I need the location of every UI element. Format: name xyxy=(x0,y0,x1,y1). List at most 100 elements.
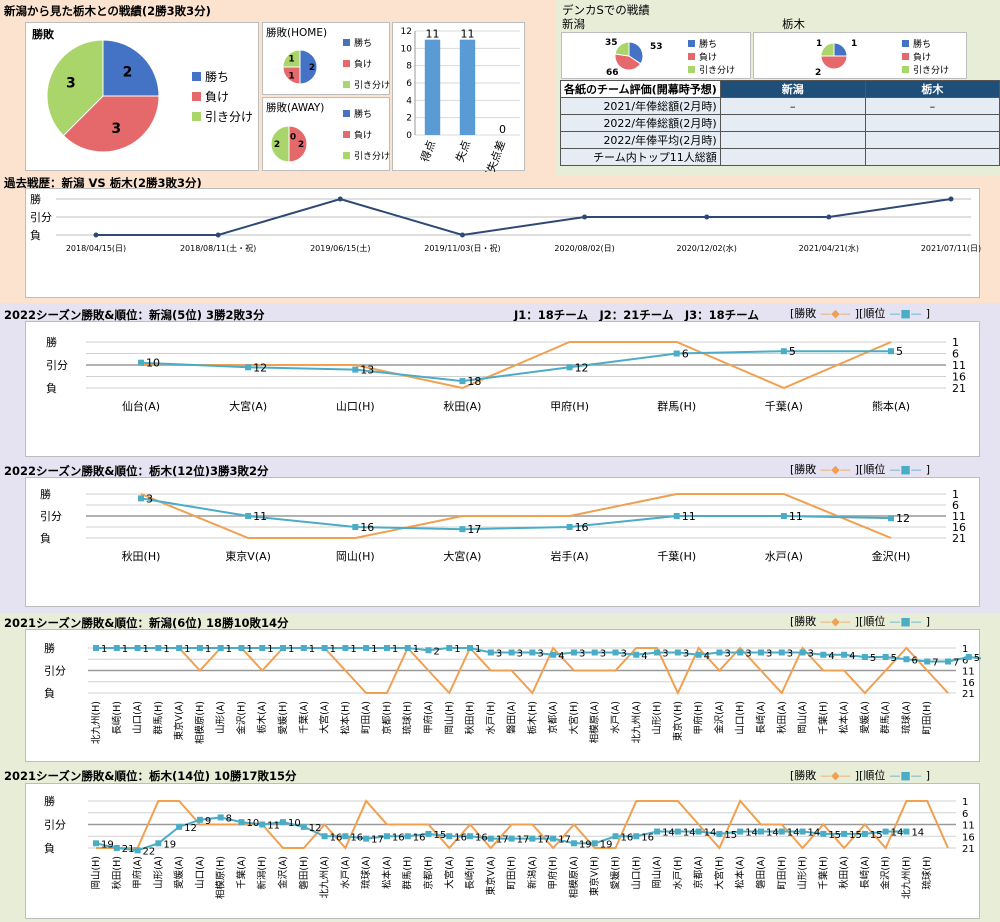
x-tick-label: 北九州(A) xyxy=(319,856,331,898)
evaluation-header-row: 各紙のチーム評価(開幕時予想) 新潟 栃木 xyxy=(560,80,1000,98)
legend-swatch xyxy=(343,110,350,117)
x-tick-label: 松本(A) xyxy=(734,856,746,889)
s2021n-chart: [勝敗][順位]勝引分負1611162111111111111111112113… xyxy=(44,641,981,744)
rank-value-label: 21 xyxy=(122,844,135,855)
rank-point xyxy=(155,645,162,651)
x-tick-label: 京都(H) xyxy=(422,856,434,890)
rank-point xyxy=(737,828,744,835)
rank-point xyxy=(138,495,144,502)
x-tick-label: 金沢(H) xyxy=(872,549,911,563)
bar-value-label: 11 xyxy=(461,28,475,41)
rank-point xyxy=(529,649,536,656)
x-tick-label: 水戸(H) xyxy=(672,856,684,890)
x-tick-label: 愛媛(A) xyxy=(173,856,185,889)
rank-value-label: 1 xyxy=(122,644,128,655)
rank-point xyxy=(612,833,619,840)
x-tick-label: 岡山(H) xyxy=(91,856,102,890)
denka-tochigi-panel: 1 2 1 勝ち 負け 引き分け xyxy=(753,32,967,79)
rank-value-label: 14 xyxy=(704,828,717,839)
rank-point xyxy=(757,828,764,835)
rank-point xyxy=(799,649,806,656)
x-tick-label: 千葉(H) xyxy=(817,856,829,890)
x-tick-label: 熊本(A) xyxy=(872,399,910,413)
evaluation-cell xyxy=(719,148,866,166)
x-tick-label: 山口(A) xyxy=(195,856,206,889)
rank-point xyxy=(591,840,598,847)
rank-point xyxy=(654,828,661,835)
x-tick-label: 相模原(H) xyxy=(215,856,227,899)
rank-point xyxy=(508,649,515,656)
rank-value-label: 3 xyxy=(808,649,814,660)
evaluation-col-niigata: 新潟 xyxy=(719,80,866,98)
rank-value-label: 17 xyxy=(537,835,550,846)
legend-label: 負け xyxy=(354,58,372,70)
y-tick-label: 引分 xyxy=(40,509,62,523)
legend-swatch xyxy=(902,40,909,47)
pie-slice xyxy=(270,125,290,163)
rank-value-label: 3 xyxy=(683,649,689,660)
rank-point xyxy=(467,833,474,840)
rank-point xyxy=(176,823,183,830)
x-tick-label: 相模原(H) xyxy=(194,701,206,744)
rank-point xyxy=(820,830,827,837)
denka-niigata-panel: 53 66 35 勝ち 負け 引き分け xyxy=(561,32,751,79)
y-tick-label: 負 xyxy=(44,687,55,700)
legend-result-label: [勝敗 xyxy=(790,307,817,320)
rank-point xyxy=(529,835,536,842)
x-tick-label: 町田(H) xyxy=(507,856,518,890)
x-tick-label: 磐田(A) xyxy=(755,856,767,889)
legend-swatch xyxy=(192,72,201,81)
pie-slice xyxy=(288,125,308,163)
legend-rank-marker: —■— xyxy=(889,615,922,628)
rank-point xyxy=(425,647,432,654)
y-tick-label: 8 xyxy=(406,62,412,72)
legend-swatch xyxy=(343,131,350,138)
denka-team-tochigi: 栃木 xyxy=(782,17,805,31)
x-tick-label: 岡山(H) xyxy=(444,701,455,735)
rank-tick-label: 6 xyxy=(962,809,968,820)
x-tick-label: 長崎(H) xyxy=(111,701,123,735)
rank-point xyxy=(674,828,681,835)
x-tick-label: 東京V(A) xyxy=(485,856,497,895)
rank-value-label: 10 xyxy=(288,818,301,829)
y-tick-label: 12 xyxy=(401,27,412,37)
x-tick-label: 町田(A) xyxy=(361,701,372,734)
x-tick-label: 秋田(H) xyxy=(111,856,123,890)
x-tick-label: 京都(A) xyxy=(693,856,705,889)
rank-point xyxy=(612,649,619,656)
x-tick-label: 岩手(A) xyxy=(551,549,589,563)
rank-point xyxy=(737,649,744,656)
evaluation-row-label: 2021/年俸総額(2月時) xyxy=(560,97,721,115)
rank-value-label: 14 xyxy=(745,828,758,839)
y-tick-label: 引分 xyxy=(44,664,66,678)
rank-point xyxy=(383,833,390,840)
rank-point xyxy=(459,378,466,385)
y-tick-label: 勝 xyxy=(30,192,41,206)
rank-value-label: 16 xyxy=(392,832,405,843)
rank-point xyxy=(903,656,910,663)
legend-label: 引き分け xyxy=(354,80,390,91)
evaluation-cell xyxy=(719,131,866,149)
rank-point xyxy=(903,828,910,835)
pie-home-label: 勝敗(HOME) xyxy=(266,27,328,39)
pie-value-label: 2 xyxy=(298,140,304,150)
rank-value-label: 3 xyxy=(745,649,751,660)
y-tick-label: 勝 xyxy=(44,641,55,655)
legend-rank-marker: —■— xyxy=(889,463,922,476)
x-tick-label: 2021/04/21(水) xyxy=(799,243,859,253)
rank-value-label: 3 xyxy=(724,649,730,660)
rank-tick-label: 6 xyxy=(952,499,959,512)
result-line xyxy=(96,799,949,850)
x-tick-label: 新潟(H) xyxy=(256,856,268,890)
rank-value-label: 3 xyxy=(766,649,772,660)
pie-value-label: 3 xyxy=(111,121,121,137)
evaluation-row: チーム内トップ11人総額 xyxy=(560,148,1000,166)
y-tick-label: 負 xyxy=(30,229,41,242)
x-tick-label: 岡山(A) xyxy=(798,701,809,734)
pie-slice xyxy=(614,41,630,57)
rank-value-label: 8 xyxy=(226,813,232,824)
legend-label: 負け xyxy=(913,51,931,63)
rank-point xyxy=(176,645,183,651)
